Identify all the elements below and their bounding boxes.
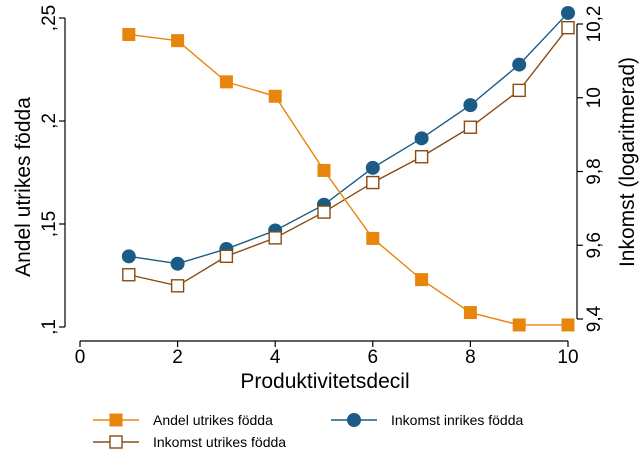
data-point-inkomst-inrikes-f-dda xyxy=(512,57,527,72)
y-right-tick-label: 9,6 xyxy=(584,232,605,258)
data-point-andel-utrikes-f-dda xyxy=(171,34,185,48)
data-point-inkomst-inrikes-f-dda xyxy=(463,98,478,113)
y-left-tick-label: ,25 xyxy=(39,5,60,31)
legend-marker-andel-utrikes-f-dda xyxy=(109,413,123,427)
x-tick-label: 2 xyxy=(172,347,183,368)
y-axis-right-title: Inkomst (logaritmerad) xyxy=(616,57,639,267)
series-markers xyxy=(121,5,575,332)
x-tick-label: 4 xyxy=(270,347,281,368)
data-point-andel-utrikes-f-dda xyxy=(219,75,233,89)
data-point-andel-utrikes-f-dda xyxy=(122,27,136,41)
y-right-tick-label: 9,4 xyxy=(584,305,605,332)
legend-label-andel-utrikes-f-dda: Andel utrikes födda xyxy=(153,412,273,428)
data-point-inkomst-utrikes-f-dda xyxy=(463,120,478,134)
data-point-andel-utrikes-f-dda xyxy=(415,273,429,287)
y-axis-left-title: Andel utrikes födda xyxy=(12,97,35,277)
y-left-tick-label: ,2 xyxy=(39,113,60,129)
x-tick-label: 6 xyxy=(368,347,379,368)
data-point-andel-utrikes-f-dda xyxy=(512,318,526,332)
x-tick-label: 0 xyxy=(75,347,86,368)
data-point-andel-utrikes-f-dda xyxy=(463,306,477,320)
y-right-tick-label: 10,2 xyxy=(584,6,605,43)
data-point-inkomst-utrikes-f-dda xyxy=(561,20,575,35)
x-axis-title: Produktivitetsdecil xyxy=(240,370,409,393)
y-left-tick-label: ,1 xyxy=(39,319,60,335)
data-point-andel-utrikes-f-dda xyxy=(317,163,331,177)
series-line-andel-utrikes-f-dda xyxy=(128,33,568,326)
legend-marker-inkomst-utrikes-f-dda xyxy=(109,435,123,449)
data-point-inkomst-inrikes-f-dda xyxy=(414,131,429,146)
y-right-tick-label: 9,8 xyxy=(584,158,605,184)
x-tick-label: 10 xyxy=(557,347,578,368)
data-point-inkomst-utrikes-f-dda xyxy=(170,279,185,293)
data-point-inkomst-utrikes-f-dda xyxy=(219,249,234,264)
legend: Andel utrikes födda Inkomst inrikes födda… xyxy=(93,412,523,450)
data-point-inkomst-utrikes-f-dda xyxy=(414,150,429,164)
data-point-inkomst-inrikes-f-dda xyxy=(121,249,136,264)
data-point-inkomst-utrikes-f-dda xyxy=(268,231,282,245)
data-point-inkomst-utrikes-f-dda xyxy=(366,175,380,190)
data-point-andel-utrikes-f-dda xyxy=(268,89,282,103)
series-line-inkomst-utrikes-f-dda xyxy=(128,27,569,287)
legend-marker-inkomst-inrikes-f-dda xyxy=(347,413,361,427)
data-point-inkomst-inrikes-f-dda xyxy=(365,160,380,175)
data-point-inkomst-utrikes-f-dda xyxy=(512,83,526,98)
legend-label-inkomst-utrikes-f-dda: Inkomst utrikes födda xyxy=(153,434,286,450)
axes: 0 2 4 6 8 10 ,1 ,15 ,2 ,25 9,4 9,6 9,8 10 10,2 xyxy=(39,5,605,368)
data-point-andel-utrikes-f-dda xyxy=(366,231,380,245)
series-line-inkomst-inrikes-f-dda xyxy=(128,12,569,265)
data-point-inkomst-inrikes-f-dda xyxy=(561,5,575,20)
data-point-inkomst-inrikes-f-dda xyxy=(170,256,185,271)
data-point-inkomst-utrikes-f-dda xyxy=(317,205,331,219)
legend-label-inkomst-inrikes-f-dda: Inkomst inrikes födda xyxy=(391,412,523,428)
data-point-andel-utrikes-f-dda xyxy=(561,318,575,332)
series-lines xyxy=(128,12,569,326)
y-left-tick-label: ,15 xyxy=(39,211,60,237)
y-right-tick-label: 10 xyxy=(584,87,605,108)
x-tick-label: 8 xyxy=(465,347,476,368)
data-point-inkomst-utrikes-f-dda xyxy=(122,268,136,282)
